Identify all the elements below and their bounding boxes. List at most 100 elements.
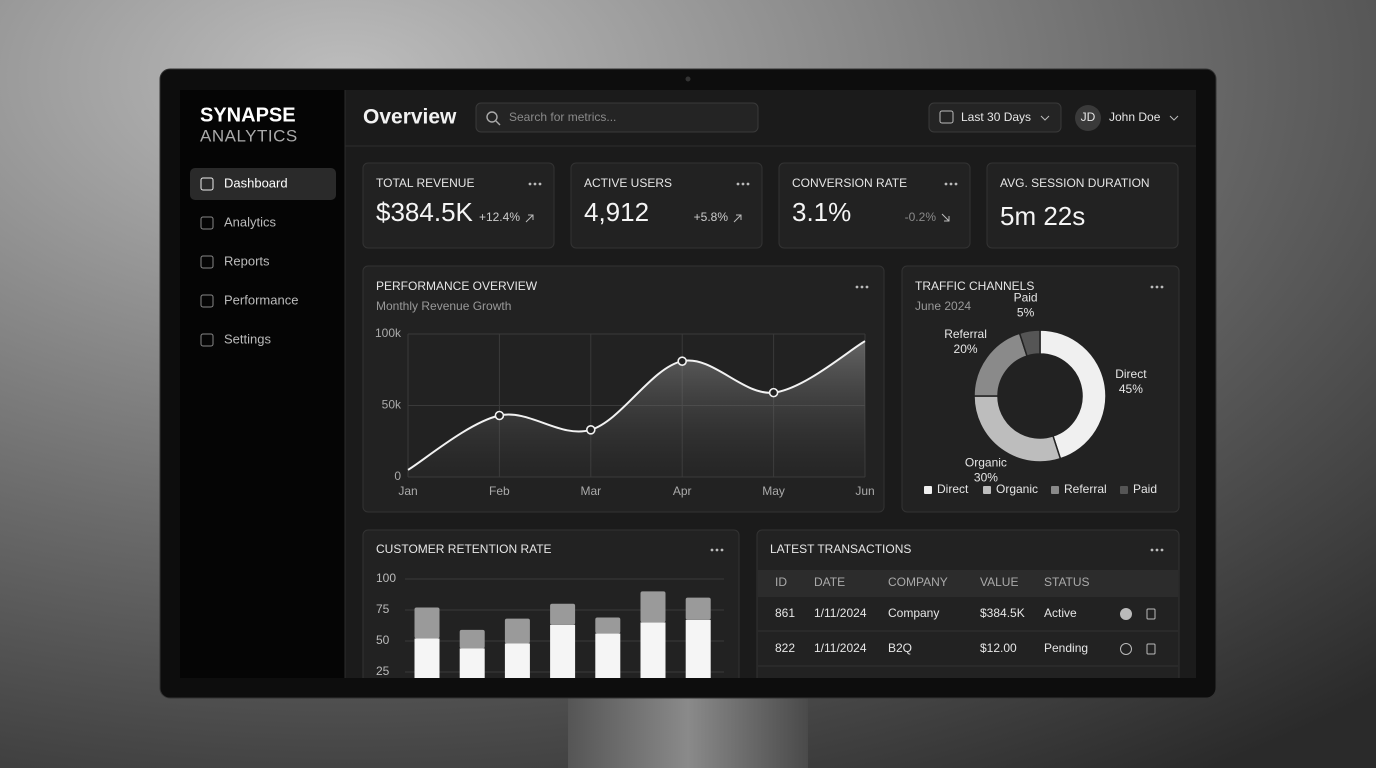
- bar-segment: [414, 607, 440, 639]
- screen: SYNAPSE ANALYTICS Overview Search for me…: [180, 90, 1196, 678]
- menu-dot[interactable]: [746, 182, 750, 186]
- search-icon: [486, 111, 498, 123]
- x-tick-label: May: [762, 484, 785, 498]
- chart-title: CUSTOMER RETENTION RATE: [376, 542, 552, 556]
- point: [494, 410, 505, 421]
- legend-label: Referral: [1064, 482, 1107, 496]
- menu-dot[interactable]: [1160, 285, 1164, 289]
- card: [570, 162, 763, 249]
- card: [986, 162, 1179, 249]
- trend-arrow: [941, 213, 950, 222]
- y-tick-label: 0: [394, 469, 401, 483]
- line: [407, 340, 866, 471]
- slice-label: Paid: [1014, 290, 1038, 304]
- bar-segment: [595, 617, 621, 634]
- kpi-label: TOTAL REVENUE: [376, 176, 474, 190]
- delete-icon[interactable]: [1146, 608, 1156, 620]
- legend-swatch: [1051, 486, 1059, 494]
- y-tick-label: 50: [376, 633, 390, 647]
- column-header: DATE: [814, 575, 845, 589]
- menu-dot[interactable]: [741, 182, 745, 186]
- table-cell: Pending: [1044, 641, 1088, 655]
- kpi-value: 3.1%: [792, 197, 851, 227]
- menu-dot[interactable]: [1150, 285, 1154, 289]
- menu-dot[interactable]: [1160, 548, 1164, 552]
- nav-item[interactable]: Settings: [224, 331, 271, 346]
- menu-dot[interactable]: [710, 548, 714, 552]
- menu-dot[interactable]: [954, 182, 958, 186]
- legend-label: Organic: [996, 482, 1038, 496]
- y-tick-label: 25: [376, 664, 390, 678]
- y-tick-label: 100: [376, 571, 396, 585]
- menu-dot[interactable]: [860, 285, 864, 289]
- menu-dot[interactable]: [533, 182, 537, 186]
- status-icon[interactable]: [1120, 608, 1132, 620]
- bar-segment: [459, 629, 485, 649]
- menu-dot[interactable]: [715, 548, 719, 552]
- menu-dot[interactable]: [1155, 548, 1159, 552]
- bar-segment: [504, 643, 530, 678]
- menu-dot[interactable]: [528, 182, 532, 186]
- table-cell: Active: [1044, 606, 1077, 620]
- menu-dot[interactable]: [944, 182, 948, 186]
- bar-segment: [504, 618, 530, 644]
- menu-dot[interactable]: [1150, 548, 1154, 552]
- card: [778, 162, 971, 249]
- legend-label: Paid: [1133, 482, 1157, 496]
- slice-label: Organic: [965, 456, 1007, 470]
- bar-segment: [685, 597, 711, 620]
- nav-item[interactable]: Reports: [224, 253, 270, 268]
- table-title: LATEST TRANSACTIONS: [770, 542, 911, 556]
- column-header: ID: [775, 575, 787, 589]
- status-icon[interactable]: [1120, 643, 1132, 655]
- menu-dot[interactable]: [949, 182, 953, 186]
- kpi-change: +12.4%: [479, 210, 520, 224]
- slice-label: Referral: [944, 327, 987, 341]
- slice-value: 5%: [1017, 305, 1035, 319]
- column-header: VALUE: [980, 575, 1018, 589]
- delete-icon[interactable]: [1146, 643, 1156, 655]
- card: [756, 529, 1180, 678]
- menu-dot[interactable]: [720, 548, 724, 552]
- bar-segment: [550, 603, 576, 625]
- table-cell: 861: [775, 606, 795, 620]
- brand: SYNAPSE: [200, 104, 296, 126]
- kpi-value: $384.5K: [376, 197, 474, 227]
- chevron: [1169, 115, 1179, 121]
- user-name[interactable]: John Doe: [1109, 110, 1161, 124]
- date-picker[interactable]: [928, 102, 1062, 133]
- menu-dot[interactable]: [1155, 285, 1159, 289]
- nav-active: [190, 168, 336, 200]
- nav-item[interactable]: Dashboard: [224, 175, 288, 190]
- x-tick-label: Jun: [855, 484, 874, 498]
- kpi-label: AVG. SESSION DURATION: [1000, 176, 1150, 190]
- kpi-value: 5m 22s: [1000, 201, 1085, 231]
- menu-dot[interactable]: [538, 182, 542, 186]
- brand-sub: ANALYTICS: [200, 126, 298, 145]
- chart-title: PERFORMANCE OVERVIEW: [376, 279, 538, 293]
- nav-icon: [200, 294, 214, 308]
- x-tick-label: Apr: [673, 484, 692, 498]
- monitor-stand: [568, 690, 808, 768]
- kpi-value: 4,912: [584, 197, 649, 227]
- legend-swatch: [1120, 486, 1128, 494]
- menu-dot[interactable]: [855, 285, 859, 289]
- nav-item[interactable]: Analytics: [224, 214, 277, 229]
- calendar-icon: [939, 110, 954, 124]
- table-header-bg: [758, 570, 1178, 597]
- search-box[interactable]: [475, 102, 759, 133]
- menu-dot[interactable]: [736, 182, 740, 186]
- x-tick-label: Jan: [398, 484, 417, 498]
- table-cell: 1/11/2024: [814, 641, 867, 655]
- donut-slice: [1039, 329, 1107, 460]
- y-tick-label: 75: [376, 602, 390, 616]
- x-tick-label: Mar: [580, 484, 601, 498]
- bar-segment: [685, 619, 711, 678]
- avatar[interactable]: [1075, 105, 1101, 131]
- card: [362, 162, 555, 249]
- nav-item[interactable]: Performance: [224, 292, 298, 307]
- y-tick-label: 100k: [375, 326, 402, 340]
- menu-dot[interactable]: [865, 285, 869, 289]
